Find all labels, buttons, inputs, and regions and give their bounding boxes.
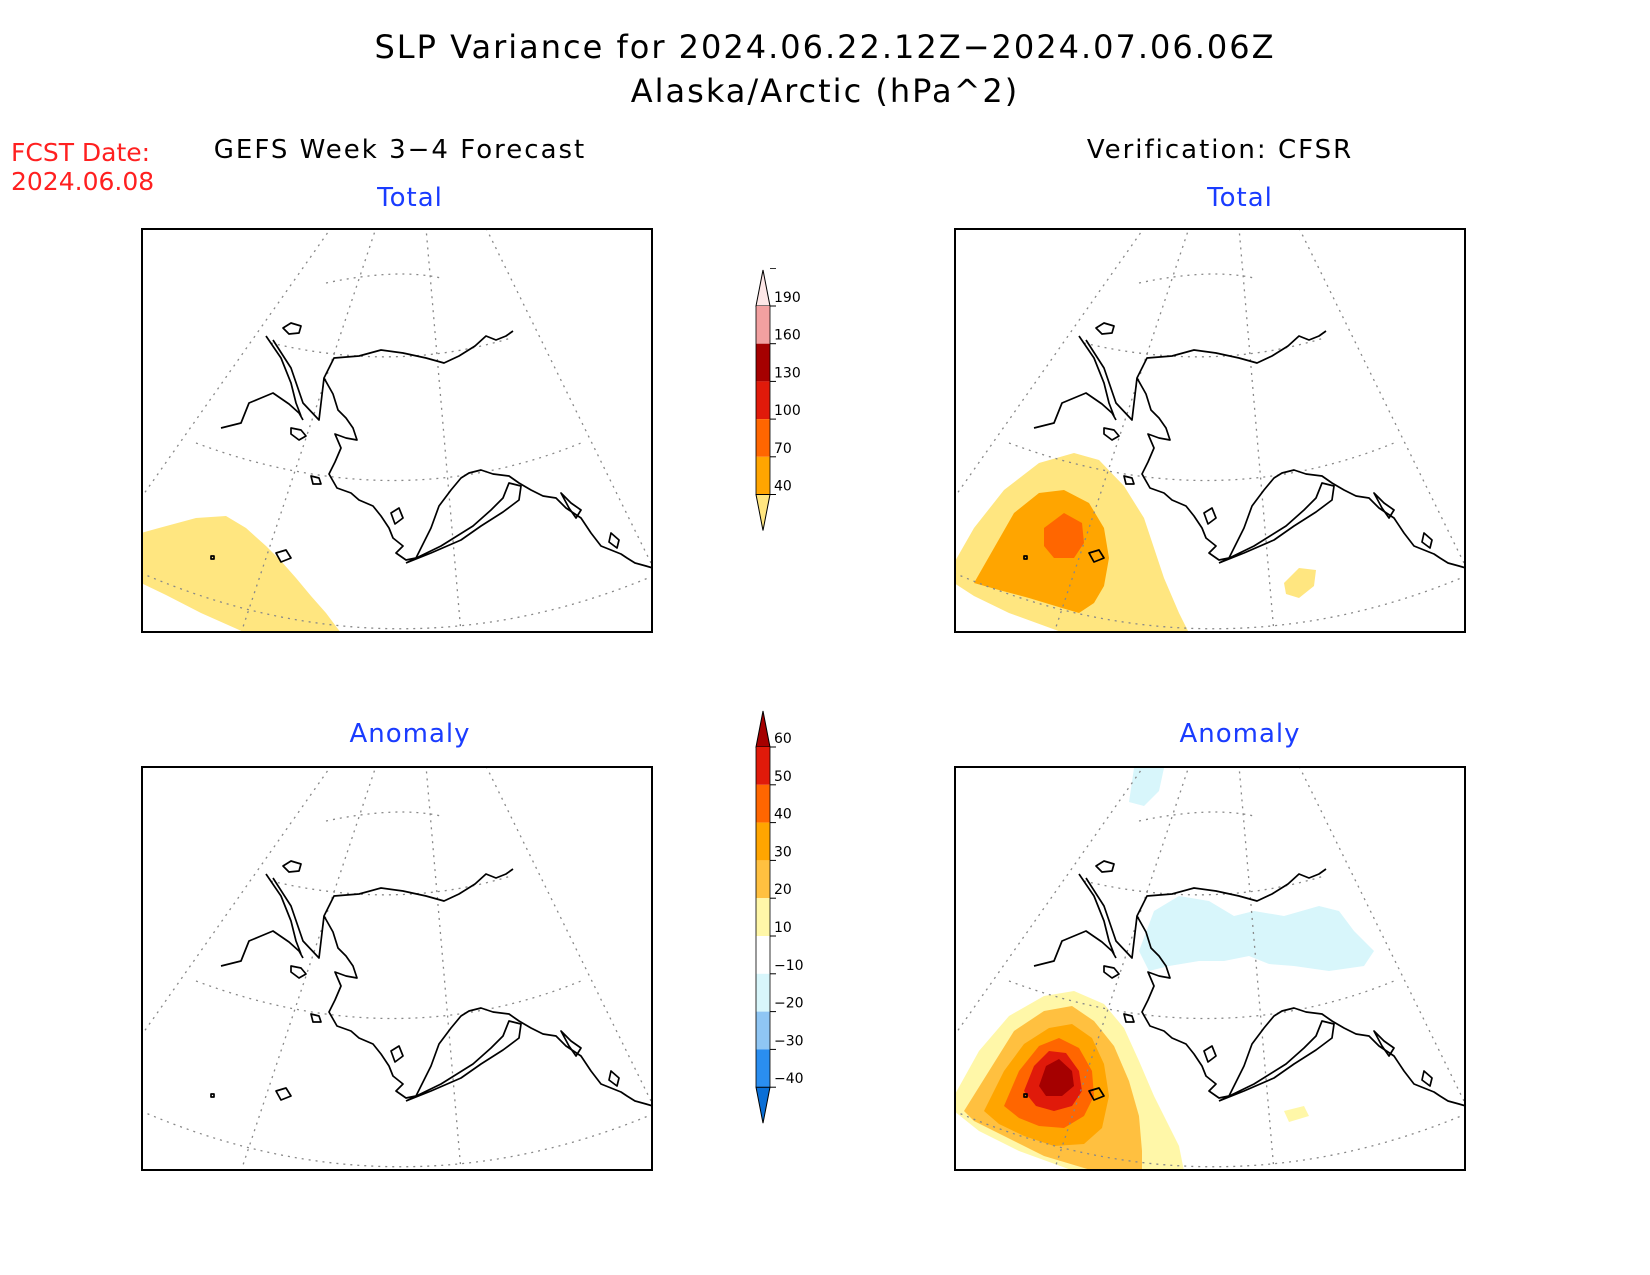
fcst-date-value: 2024.06.08	[11, 167, 155, 196]
colorbar-total-tick-label: 70	[774, 441, 792, 457]
colorbar-anomaly-box	[756, 973, 770, 1012]
colorbar-anomaly-tick-label: 60	[774, 731, 792, 747]
fcst-date-label: FCST Date:	[11, 138, 151, 167]
contour-neg10-neg20-north	[1139, 896, 1374, 971]
main-title: SLP Variance for 2024.06.22.12Z−2024.07.…	[374, 28, 1276, 66]
colorbar-anomaly-tick-label: 40	[774, 807, 792, 823]
colorbar-anomaly: −40 −30 −20 −10 10 20 30 40 50 60	[740, 710, 820, 1139]
colorbar-total-box	[756, 456, 770, 495]
right-column-heading: Verification: CFSR	[1086, 135, 1354, 165]
panel-title-bottom-left: Anomaly	[349, 719, 471, 749]
contour-above-60	[1039, 1059, 1074, 1096]
colorbar-total-box	[756, 306, 770, 344]
colorbar-total: 4070100130160190220	[740, 252, 820, 584]
map-panel-gefs-anomaly	[141, 766, 653, 1171]
map-panel-cfsr-anomaly	[954, 766, 1466, 1171]
map-gefs-total	[141, 228, 653, 633]
panel-title-top-right: Total	[1207, 183, 1273, 213]
left-column-heading: GEFS Week 3−4 Forecast	[213, 135, 587, 165]
fcst-date: FCST Date: 2024.06.08	[11, 138, 154, 196]
panel-title-bottom-right: Anomaly	[1179, 719, 1301, 749]
colorbar-total-tick-label: 130	[774, 365, 801, 381]
colorbar-anomaly-tick-label: −40	[774, 1071, 804, 1087]
contour-40-70	[141, 516, 341, 633]
colorbar-anomaly-tick-label: 30	[774, 844, 792, 860]
colorbar-total-tick-label: 40	[774, 479, 792, 495]
colorbar-anomaly-tick-label: −10	[774, 958, 804, 974]
colorbar-anomaly-box	[756, 822, 770, 861]
colorbar-anomaly-frame	[755, 747, 771, 1088]
colorbar-anomaly-cap-bottom	[755, 1086, 771, 1124]
map-cfsr-total	[954, 228, 1466, 633]
colorbar-anomaly-cap-top	[755, 710, 771, 748]
colorbar-total-tick-label: 160	[774, 328, 801, 344]
colorbar-anomaly-box	[756, 898, 770, 936]
colorbar-anomaly-tick-label: −30	[774, 1033, 804, 1049]
colorbar-anomaly-box	[756, 784, 770, 823]
colorbar-anomaly-box	[756, 860, 770, 899]
colorbar-total-box	[756, 419, 770, 457]
colorbar-anomaly-tick-label: 50	[774, 769, 792, 785]
contour-100-130	[1044, 513, 1084, 558]
map-panel-gefs-total	[141, 228, 653, 633]
contour-40-70-small	[1284, 568, 1316, 598]
colorbar-anomaly-box	[756, 1049, 770, 1088]
colorbar-total-cap-bottom	[755, 494, 771, 531]
colorbar-anomaly-tick-label: 20	[774, 882, 792, 898]
colorbar-total-box	[756, 381, 770, 420]
colorbar-anomaly-tick-label: 10	[774, 920, 792, 936]
colorbar-anomaly-box	[756, 747, 770, 785]
colorbar-total-box	[756, 343, 770, 382]
colorbar-anomaly-box	[756, 936, 770, 974]
main-subtitle: Alaska/Arctic (hPa^2)	[630, 72, 1020, 110]
panel-title-top-left: Total	[377, 183, 443, 213]
colorbar-total-frame	[755, 306, 771, 495]
contour-neg10-neg20-top	[1129, 768, 1164, 806]
colorbar-anomaly-tick-label: −20	[774, 996, 804, 1012]
colorbar-total-cap-top	[755, 269, 771, 307]
colorbar-anomaly-box	[756, 1011, 770, 1050]
colorbar-total-tick-label: 100	[774, 403, 801, 419]
map-panel-cfsr-total	[954, 228, 1466, 633]
contour-10-20-small	[1284, 1106, 1309, 1122]
map-cfsr-anomaly	[954, 766, 1466, 1171]
colorbar-total-tick-label: 190	[774, 290, 801, 306]
map-gefs-anomaly	[141, 766, 653, 1171]
